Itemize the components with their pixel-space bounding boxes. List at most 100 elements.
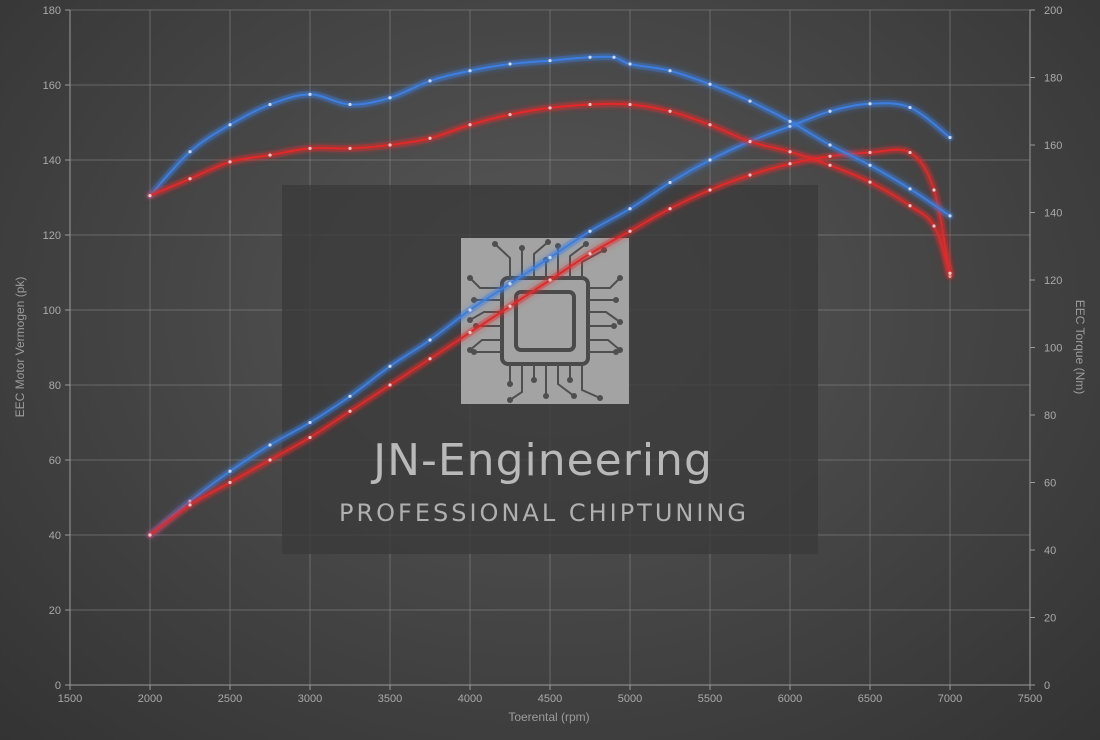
series-point [188,177,192,181]
series-point [188,150,192,154]
series-point [948,214,952,218]
red-power-series [146,146,954,539]
series-point [788,119,792,123]
x-axis-tick-label: 7000 [938,693,962,705]
series-point [268,102,272,107]
series-point [788,150,792,154]
series-point [868,163,872,167]
right-y-axis-tick-label: 200 [1044,5,1062,17]
blue-torque-series [146,53,954,220]
x-axis-tick-label: 7500 [1018,693,1042,705]
right-y-axis-tick-label: 80 [1044,410,1056,422]
series-point [788,162,792,166]
series-line [149,148,951,536]
series-point [588,229,592,233]
series-point [148,533,152,537]
series-point [348,102,352,107]
series-point [908,105,912,110]
x-axis-title: Toerental (rpm) [508,710,589,724]
series-point [468,308,472,312]
watermark: JN-Engineering PROFESSIONAL CHIPTUNING [282,185,818,554]
series-point [148,194,152,198]
series-point [828,109,832,113]
series-point [932,188,936,192]
series-point [508,304,512,308]
series-point [308,435,312,440]
series-point [308,92,312,96]
watermark-subtitle: PROFESSIONAL CHIPTUNING [339,499,749,527]
x-axis-tick-label: 3500 [378,693,402,705]
series-point [228,160,232,164]
series-point [548,106,552,110]
series-point [708,82,712,86]
series-point [268,443,272,447]
chip-logo [461,238,629,404]
right-y-axis-tick-label: 160 [1044,140,1062,152]
right-y-axis-tick-label: 40 [1044,545,1056,557]
series-point [428,136,432,140]
left-y-axis-tick-label: 60 [49,455,61,467]
left-y-axis-tick-label: 100 [43,305,61,317]
series-line [149,55,951,217]
series-point [468,69,472,73]
series-point [748,99,752,103]
series-point [628,207,632,211]
series-line [149,102,951,275]
series-point [348,409,352,413]
series-point [908,150,912,155]
series-point [948,135,952,140]
left-y-axis-tick-label: 140 [43,155,61,167]
series-point [668,180,672,185]
x-axis-tick-label: 4000 [458,693,482,705]
series-point [668,69,672,73]
series-point [548,278,552,282]
series-point [228,123,232,127]
series-point [612,55,616,59]
series-point [388,383,392,387]
series-point [588,252,592,256]
series-point [708,188,712,192]
series-point [828,143,832,147]
series-point [468,123,472,127]
series-point [908,204,912,208]
right-y-axis-tick-label: 100 [1044,343,1062,355]
x-axis-tick-label: 5000 [618,693,642,705]
series-point [228,480,232,485]
series-point [548,255,552,260]
series-point [388,143,392,147]
left-y-axis-tick-label: 40 [49,530,61,542]
series-point [268,153,272,157]
left-y-axis-title: EEC Motor Vermogen (pk) [13,277,27,418]
right-y-axis-tick-label: 180 [1044,73,1062,85]
right-y-axis-title: EEC Torque (Nm) [1073,300,1087,394]
series-point [868,102,872,106]
series-point [508,62,512,66]
x-axis-tick-label: 6500 [858,693,882,705]
series-point [428,79,432,83]
watermark-title: JN-Engineering [370,435,713,486]
series-point [188,503,192,507]
series-point [908,187,912,191]
series-point [268,458,272,462]
left-y-axis-tick-label: 20 [49,605,61,617]
series-point [628,62,632,66]
right-y-axis-tick-labels: 0 20 40 60 80 100 120 140 160 180 200 [1030,5,1062,692]
left-y-axis-tick-labels: 0 20 40 60 80 100 120 140 160 180 [43,5,70,692]
right-y-axis-tick-label: 20 [1044,613,1056,625]
series-point [708,123,712,127]
series-point [668,109,672,113]
x-axis-tick-label: 1500 [58,693,82,705]
left-y-axis-tick-label: 120 [43,230,61,242]
right-y-axis-tick-label: 120 [1044,275,1062,287]
series-point [868,150,872,155]
x-axis-tick-label: 4500 [538,693,562,705]
x-axis-tick-label: 6000 [778,693,802,705]
series-point [628,229,632,233]
series-point [588,102,592,107]
x-axis-tick-label: 5500 [698,693,722,705]
left-y-axis-tick-label: 160 [43,80,61,92]
series-point [748,173,752,177]
series-point [828,154,832,158]
series-point [348,394,352,398]
